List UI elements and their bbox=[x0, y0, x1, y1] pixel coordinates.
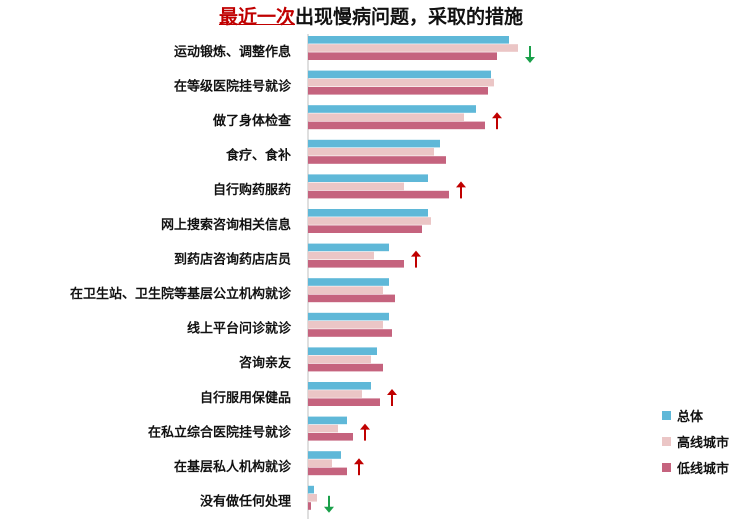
bar-total bbox=[308, 347, 377, 355]
bar-high-tier bbox=[308, 251, 374, 260]
bar-high-tier bbox=[308, 321, 383, 329]
category-label: 没有做任何处理 bbox=[200, 494, 291, 510]
bar-low-tier bbox=[308, 190, 449, 199]
up-arrow-icon bbox=[387, 389, 397, 406]
up-arrow-icon bbox=[492, 112, 502, 130]
up-arrow-icon bbox=[360, 423, 370, 441]
legend-swatch-low-tier bbox=[662, 462, 671, 472]
legend-label-low-tier: 低线城市 bbox=[677, 461, 730, 477]
bar-low-tier bbox=[308, 52, 497, 60]
bar-total bbox=[308, 312, 389, 321]
bar-high-tier bbox=[308, 459, 332, 467]
bar-high-tier bbox=[308, 148, 434, 156]
bar-low-tier bbox=[308, 260, 404, 268]
legend: 总体 高线城市 低线城市 bbox=[662, 402, 729, 480]
bar-total bbox=[308, 382, 371, 390]
bar-total bbox=[308, 174, 428, 182]
bar-high-tier bbox=[308, 113, 464, 121]
bar-high-tier bbox=[308, 44, 518, 52]
bar-high-tier bbox=[308, 355, 371, 364]
bar-low-tier bbox=[308, 363, 383, 372]
bar-low-tier bbox=[308, 329, 392, 337]
category-label: 做了身体检查 bbox=[212, 113, 292, 129]
category-label: 在私立综合医院挂号就诊 bbox=[148, 424, 292, 440]
bar-total bbox=[308, 451, 341, 459]
bar-low-tier bbox=[308, 225, 422, 233]
up-arrow-icon bbox=[456, 181, 466, 199]
legend-item-high-tier: 高线城市 bbox=[662, 428, 729, 454]
legend-swatch-high-tier bbox=[662, 436, 671, 446]
category-label: 在卫生站、卫生院等基层公立机构就诊 bbox=[70, 286, 292, 302]
bar-total bbox=[308, 485, 314, 494]
category-label: 自行服用保健品 bbox=[200, 390, 291, 406]
bar-low-tier bbox=[308, 294, 395, 303]
category-label: 咨询亲友 bbox=[239, 355, 291, 371]
bar-total bbox=[308, 209, 428, 217]
bar-total bbox=[308, 243, 389, 252]
chart-title: 最近一次出现慢病问题，采取的措施 bbox=[0, 2, 742, 29]
bar-low-tier bbox=[308, 87, 488, 95]
bar-low-tier bbox=[308, 467, 347, 476]
legend-item-low-tier: 低线城市 bbox=[662, 454, 729, 480]
bar-high-tier bbox=[308, 182, 404, 191]
legend-item-total: 总体 bbox=[662, 402, 729, 428]
bar-high-tier bbox=[308, 286, 383, 294]
category-label: 线上平台问诊就诊 bbox=[187, 321, 292, 337]
category-label: 运动锻炼、调整作息 bbox=[174, 44, 291, 60]
bar-low-tier bbox=[308, 502, 311, 510]
bar-high-tier bbox=[308, 494, 317, 502]
bar-total bbox=[308, 278, 389, 286]
category-label: 食疗、食补 bbox=[226, 148, 291, 164]
bar-high-tier bbox=[308, 424, 338, 433]
legend-label-total: 总体 bbox=[677, 409, 704, 425]
bar-total bbox=[308, 36, 509, 44]
category-label: 在等级医院挂号就诊 bbox=[174, 78, 292, 94]
bar-total bbox=[308, 139, 440, 148]
bar-low-tier bbox=[308, 433, 353, 441]
category-label: 网上搜索咨询相关信息 bbox=[161, 217, 291, 233]
legend-swatch-total bbox=[662, 410, 671, 420]
category-label: 自行购药服药 bbox=[213, 182, 291, 198]
category-label: 到药店咨询药店店员 bbox=[174, 251, 291, 267]
up-arrow-icon bbox=[411, 250, 421, 268]
bar-total bbox=[308, 416, 347, 425]
bar-total bbox=[308, 70, 491, 79]
bar-total bbox=[308, 105, 476, 113]
bar-high-tier bbox=[308, 390, 362, 398]
legend-label-high-tier: 高线城市 bbox=[677, 435, 730, 451]
down-arrow-icon bbox=[525, 46, 535, 63]
category-label: 在基层私人机构就诊 bbox=[174, 459, 292, 475]
down-arrow-icon bbox=[324, 495, 334, 513]
title-emphasis: 最近一次 bbox=[218, 6, 295, 28]
bar-high-tier bbox=[308, 78, 494, 87]
title-rest: 出现慢病问题，采取的措施 bbox=[295, 6, 524, 28]
up-arrow-icon bbox=[354, 458, 364, 476]
bar-low-tier bbox=[308, 156, 446, 164]
bar-low-tier bbox=[308, 121, 485, 130]
bar-low-tier bbox=[308, 398, 380, 406]
bar-high-tier bbox=[308, 217, 431, 225]
